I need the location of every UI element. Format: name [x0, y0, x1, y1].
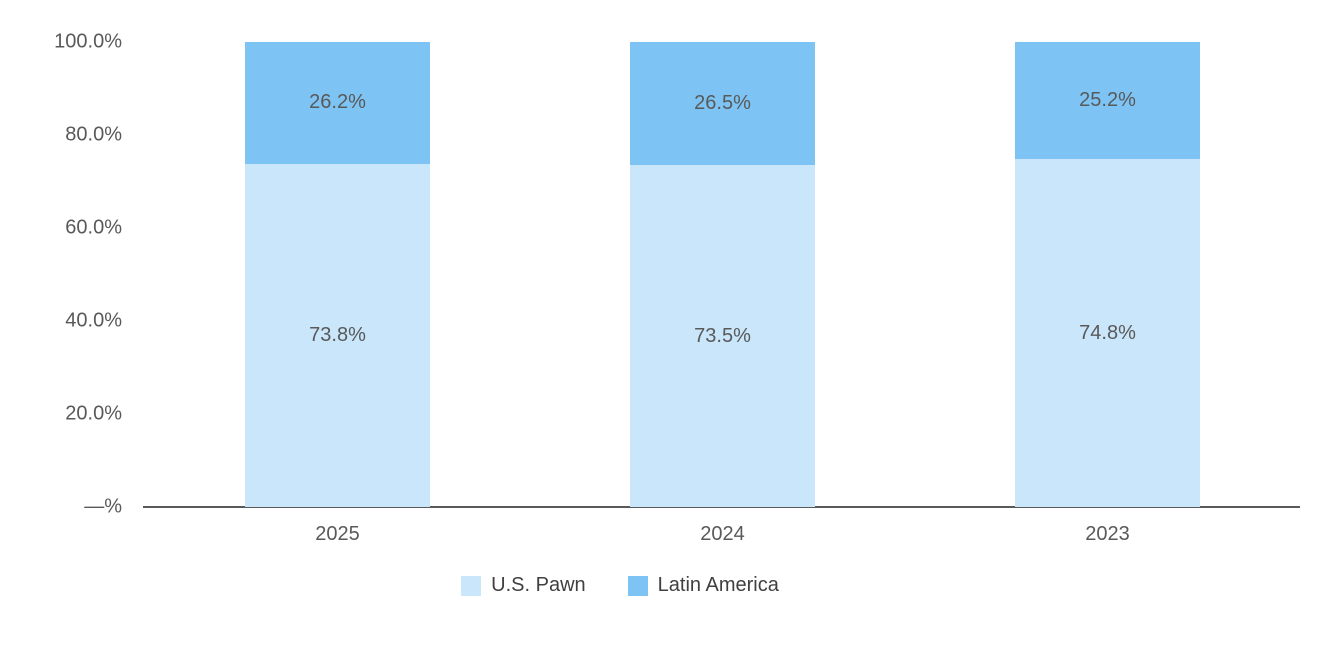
bar-value-label: 73.8%	[309, 323, 366, 346]
bar-value-label: 25.2%	[1079, 89, 1136, 112]
legend: U.S. Pawn Latin America	[0, 574, 1240, 597]
legend-item: Latin America	[627, 574, 779, 597]
y-axis-tick-label: 20.0%	[65, 402, 122, 425]
legend-swatch-icon	[627, 575, 648, 596]
bar-segment-latin-america: 26.5%	[630, 42, 815, 166]
plot-area: 26.2% 73.8% 2025 26.5% 73.5% 2024 25.2% 74.8% 20…	[143, 42, 1300, 545]
x-axis-line	[143, 506, 1300, 508]
x-axis-category-label: 2025	[315, 523, 360, 545]
y-axis: —% 20.0% 40.0% 60.0% 80.0% 100.0%	[0, 31, 122, 518]
bar-value-label: 26.2%	[309, 91, 366, 114]
legend-label: Latin America	[657, 574, 779, 596]
bar-value-label: 26.5%	[694, 92, 751, 115]
x-axis-category-label: 2024	[700, 523, 745, 545]
bar-value-label: 74.8%	[1079, 321, 1136, 344]
y-axis-tick-label: 40.0%	[65, 309, 122, 332]
bar-value-label: 73.5%	[694, 324, 751, 347]
stacked-bar: 25.2% 74.8%	[1015, 42, 1200, 507]
x-axis-category-label: 2023	[1085, 523, 1130, 545]
legend-label: U.S. Pawn	[491, 574, 586, 596]
y-axis-tick-label: 100.0%	[54, 30, 122, 53]
y-axis-tick-label: 60.0%	[65, 216, 122, 239]
y-axis-tick-label: —%	[84, 495, 122, 518]
legend-item: U.S. Pawn	[461, 574, 586, 597]
bar-segment-u-s-pawn: 73.8%	[245, 163, 430, 507]
bar-column: 26.2% 73.8% 2025	[145, 42, 530, 545]
legend-swatch-icon	[461, 575, 482, 596]
y-axis-tick-label: 80.0%	[65, 123, 122, 146]
stacked-bar: 26.5% 73.5%	[630, 42, 815, 507]
bar-segment-latin-america: 26.2%	[245, 42, 430, 164]
bar-column: 26.5% 73.5% 2024	[530, 42, 915, 545]
bar-column: 25.2% 74.8% 2023	[915, 42, 1300, 545]
bar-segment-u-s-pawn: 74.8%	[1015, 159, 1200, 507]
bar-segment-latin-america: 25.2%	[1015, 42, 1200, 160]
bar-segment-u-s-pawn: 73.5%	[630, 165, 815, 507]
stacked-bar: 26.2% 73.8%	[245, 42, 430, 507]
